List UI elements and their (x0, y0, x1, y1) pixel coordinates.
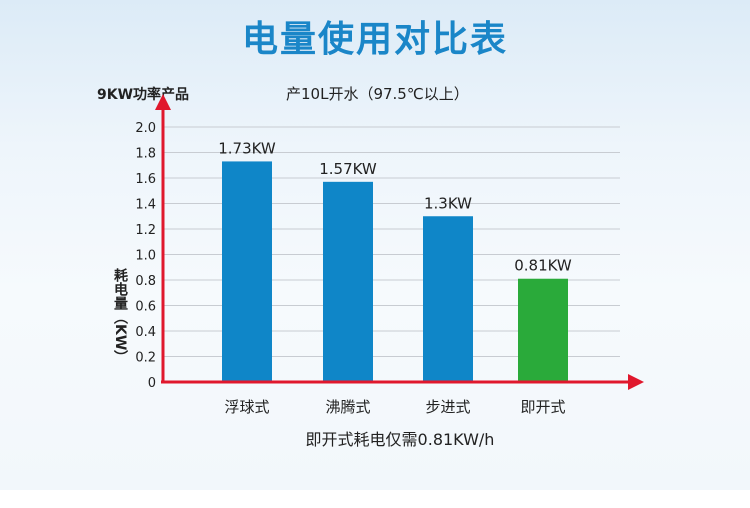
bar (518, 278, 568, 382)
y-tick-label: 0 (148, 376, 156, 391)
page-title: 电量使用对比表 (241, 19, 508, 60)
category-label: 沸腾式 (325, 398, 370, 416)
x-axis-arrow (628, 374, 644, 390)
background-bottom-strip (0, 490, 750, 508)
data-label: 1.3KW (424, 194, 472, 212)
bar (323, 181, 373, 382)
y-tick-label: 1.6 (135, 172, 156, 187)
data-label: 1.57KW (319, 160, 377, 178)
category-label: 即开式 (520, 398, 565, 416)
y-tick-label: 1.4 (135, 198, 156, 213)
bar (222, 161, 272, 382)
y-tick-label: 0.8 (135, 274, 156, 289)
y-tick-label: 0.6 (135, 300, 156, 315)
y-tick-label: 0.4 (135, 325, 156, 340)
y-axis-arrow (155, 94, 171, 110)
y-axis-label: 耗电量（KW） (112, 268, 128, 365)
product-label: 9KW功率产品 (97, 87, 190, 103)
data-label: 0.81KW (514, 257, 572, 275)
y-tick-label: 1.0 (135, 249, 156, 264)
category-label: 步进式 (425, 398, 470, 416)
chart-footnote: 即开式耗电仅需0.81KW/h (305, 430, 495, 449)
data-label: 1.73KW (218, 139, 276, 157)
y-tick-label: 0.2 (135, 351, 156, 366)
y-tick-label: 1.2 (135, 223, 156, 238)
bar (423, 216, 473, 382)
y-tick-label: 2.0 (135, 121, 156, 136)
y-tick-label: 1.8 (135, 147, 156, 162)
background (0, 0, 750, 490)
category-label: 浮球式 (224, 398, 269, 416)
chart-subtitle: 产10L开水（97.5℃以上） (286, 85, 469, 103)
